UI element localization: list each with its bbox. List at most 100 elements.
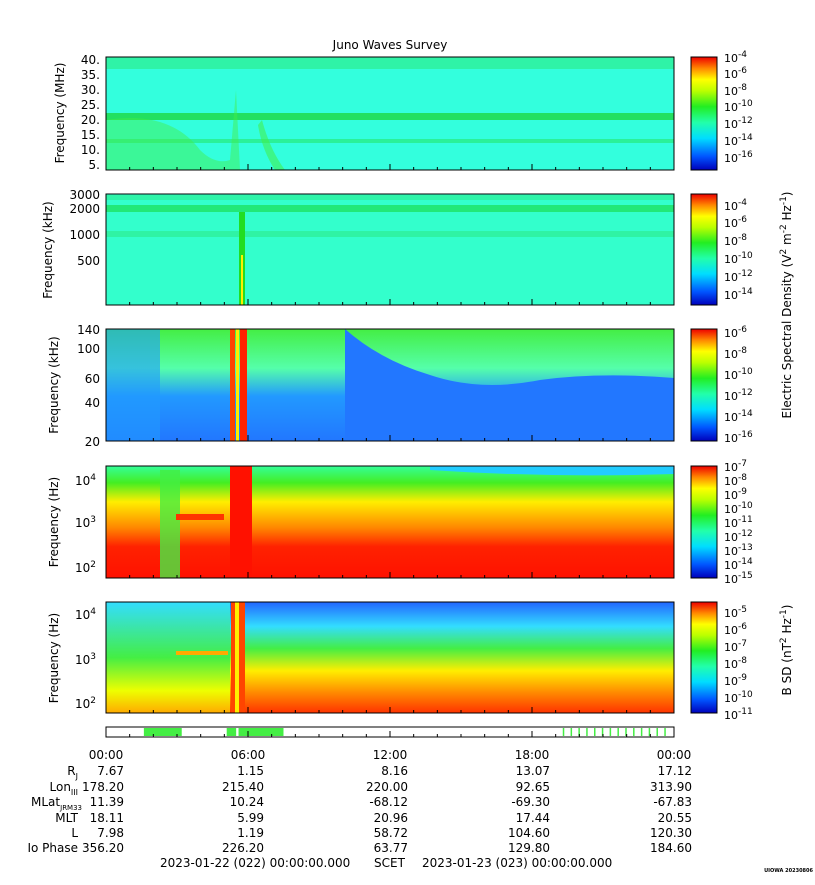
panel-5-left-region xyxy=(106,602,230,713)
panel-3-colorbar xyxy=(690,328,718,442)
panel-1-band-20mhz xyxy=(106,113,674,120)
colorbar-label-electric: Electric Spectral Density (V2 m-2 Hz-1) xyxy=(779,191,794,418)
cbar-tick: 10-10 xyxy=(724,99,753,114)
cbar-tick: 10-9 xyxy=(724,487,747,502)
ephem-value: 18.11 xyxy=(90,811,124,825)
status-tick xyxy=(609,728,612,736)
ephem-value: 120.30 xyxy=(650,826,692,840)
ytick: 10. xyxy=(81,143,100,157)
panel-2: Frequency (kHz) 3000 2000 1000 500 10-4 … xyxy=(41,188,753,306)
panel-4-red-burst xyxy=(230,466,252,578)
ephem-label: Io Phase xyxy=(27,841,78,855)
time-tick: 00:00 xyxy=(657,748,692,762)
panel-4-left-gap xyxy=(160,470,180,578)
status-tick xyxy=(640,728,643,736)
panel-1-emission-arc-2 xyxy=(258,120,285,170)
ytick: 5. xyxy=(89,158,100,172)
colorbar-label-magnetic: B SD (nT2 Hz-1) xyxy=(779,605,794,696)
status-tick xyxy=(633,728,635,736)
ephem-value: 313.90 xyxy=(650,780,692,794)
ephem-value: 226.20 xyxy=(222,841,264,855)
panel-2-band-1000 xyxy=(106,231,674,237)
time-axis: 00:00 06:00 12:00 18:00 00:00 xyxy=(89,748,692,762)
status-tick xyxy=(656,728,658,736)
ephem-value: 220.00 xyxy=(366,780,408,794)
cbar-tick: 10-10 xyxy=(724,367,753,382)
cbar-tick: 10-7 xyxy=(724,459,747,474)
cbar-tick: 10-10 xyxy=(724,690,753,705)
ytick: 500 xyxy=(77,254,100,268)
ephem-value: 7.67 xyxy=(97,764,124,778)
ephem-value: 1.15 xyxy=(237,764,264,778)
ephem-value: 63.77 xyxy=(374,841,408,855)
panel-1-band-upper xyxy=(106,57,674,69)
cbar-tick: 10-7 xyxy=(724,639,747,654)
panel-5-burst-core xyxy=(235,602,239,713)
cbar-tick: 10-10 xyxy=(724,251,753,266)
panel-1-yticks: 40. 35. 30. 25. 20. 15. 10. 5. xyxy=(81,53,100,172)
panel-2-colorbar xyxy=(690,193,718,306)
footer-scet: SCET xyxy=(374,856,406,870)
ephem-value: 215.40 xyxy=(222,780,264,794)
status-tick xyxy=(578,728,580,736)
ytick: 25. xyxy=(81,98,100,112)
ephemeris-table: RJ 7.67 1.15 8.16 13.07 17.12 LonIII 178… xyxy=(27,764,692,855)
panel-2-background xyxy=(106,194,674,305)
ytick: 3000 xyxy=(69,188,100,202)
panel-2-band-2000 xyxy=(106,205,674,212)
status-segments xyxy=(143,728,666,736)
panel-5-colorbar xyxy=(690,601,718,714)
cbar-tick: 10-8 xyxy=(724,83,747,98)
time-tick: 18:00 xyxy=(515,748,550,762)
cbar-tick: 10-4 xyxy=(724,50,747,65)
panel-4-colorbar-ticks: 10-7 10-8 10-9 10-10 10-11 10-12 10-13 1… xyxy=(724,459,753,586)
time-tick: 06:00 xyxy=(231,748,266,762)
time-tick: 12:00 xyxy=(373,748,408,762)
panel-2-band-top xyxy=(106,195,674,200)
cbar-tick: 10-8 xyxy=(724,346,747,361)
panel-4-colorbar xyxy=(690,465,718,579)
status-segment xyxy=(238,728,284,736)
cbar-tick: 10-16 xyxy=(724,430,753,445)
status-tick xyxy=(601,728,604,736)
panel-4: Frequency (Hz) 104 103 102 10-7 10-8 10-… xyxy=(47,459,753,586)
panel-5-colorbar-ticks: 10-5 10-6 10-7 10-8 10-9 10-10 10-11 xyxy=(724,605,753,722)
cbar-tick: 10-6 xyxy=(724,622,747,637)
ephem-value: -67.83 xyxy=(653,795,692,809)
panel-4-yticks: 104 103 102 xyxy=(75,473,96,575)
cbar-tick: 10-12 xyxy=(724,529,753,544)
cbar-tick: 10-12 xyxy=(724,269,753,284)
ytick: 15. xyxy=(81,128,100,142)
ytick: 1000 xyxy=(69,228,100,242)
ytick: 104 xyxy=(75,473,96,488)
cbar-tick: 10-5 xyxy=(724,605,747,620)
status-tick xyxy=(562,728,565,736)
panel-2-ylabel: Frequency (kHz) xyxy=(41,201,55,298)
cbar-tick: 10-14 xyxy=(724,287,753,302)
cbar-tick: 10-9 xyxy=(724,673,747,688)
status-tick xyxy=(594,728,596,736)
ephem-value: 92.65 xyxy=(516,780,550,794)
panel-3-colorbar-ticks: 10-6 10-8 10-10 10-12 10-14 10-16 xyxy=(724,325,753,445)
panel-3-yticks: 140 100 60 40 20 xyxy=(77,323,100,449)
ytick: 140 xyxy=(77,323,100,337)
panel-3-yellow-burst xyxy=(236,329,239,441)
cbar-tick: 10-8 xyxy=(724,233,747,248)
ephem-value: 8.16 xyxy=(381,764,408,778)
ephem-value: 17.44 xyxy=(516,811,550,825)
ephem-value: 184.60 xyxy=(650,841,692,855)
cbar-tick: 10-6 xyxy=(724,66,747,81)
cbar-tick: 10-6 xyxy=(724,325,747,340)
ytick: 103 xyxy=(75,652,96,667)
ytick: 40 xyxy=(85,396,100,410)
panel-5-ylabel: Frequency (Hz) xyxy=(47,613,61,704)
status-tick xyxy=(617,728,619,736)
panel-1-colorbar-ticks: 10-4 10-6 10-8 10-10 10-12 10-14 10-16 xyxy=(724,50,753,165)
panel-5-yticks: 104 103 102 xyxy=(75,607,96,711)
cbar-tick: 10-14 xyxy=(724,409,753,424)
panel-1: Frequency (MHz) 40. 35. 30. 25. 20. 15. … xyxy=(53,50,753,172)
cbar-tick: 10-15 xyxy=(724,571,753,586)
ytick: 40. xyxy=(81,53,100,67)
cbar-tick: 10-4 xyxy=(724,198,747,213)
panel-2-colorbar-ticks: 10-4 10-6 10-8 10-10 10-12 10-14 xyxy=(724,198,753,302)
